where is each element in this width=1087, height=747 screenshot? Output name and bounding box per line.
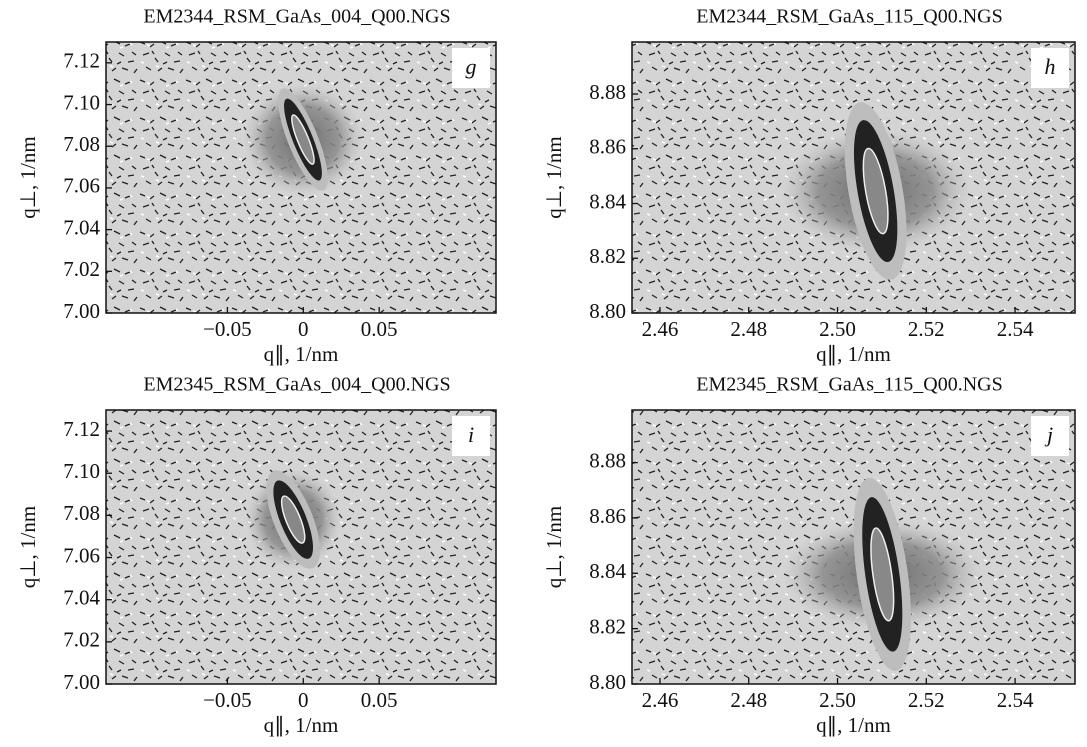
y-tick-label: 7.08 (63, 501, 100, 525)
contour-inner (862, 147, 889, 235)
plot-frame (631, 409, 1076, 685)
chart-title: EM2345_RSM_GaAs_115_Q00.NGS (696, 374, 1003, 396)
x-tick-label: 0 (298, 317, 309, 341)
y-tick-label: 7.06 (63, 174, 100, 198)
y-tick-label: 8.80 (589, 670, 626, 694)
x-tick-label: 2.48 (730, 688, 767, 712)
x-tick-label: 0.05 (361, 688, 398, 712)
x-tick-label: 2.46 (642, 317, 679, 341)
plot-frame (631, 41, 1076, 314)
contour-inner (291, 114, 315, 165)
chart-title: EM2344_RSM_GaAs_115_Q00.NGS (696, 6, 1003, 28)
x-tick-label: 2.54 (997, 317, 1034, 341)
y-tick-label: 7.06 (63, 543, 100, 567)
y-tick-label: 7.10 (63, 459, 100, 483)
panel-label-box (452, 416, 490, 456)
y-axis-label: q⊥, 1/nm (542, 136, 566, 218)
y-axis-label: q⊥, 1/nm (16, 506, 40, 588)
y-tick-label: 8.84 (589, 559, 626, 583)
chart-title: EM2344_RSM_GaAs_004_Q00.NGS (143, 6, 450, 28)
x-tick-label: −0.05 (203, 317, 252, 341)
y-axis-label: q⊥, 1/nm (542, 506, 566, 588)
y-tick-label: 7.08 (63, 132, 100, 156)
y-tick-label: 7.04 (63, 215, 100, 239)
x-axis-label: q∥, 1/nm (264, 342, 339, 366)
x-tick-label: 2.46 (642, 688, 679, 712)
y-tick-label: 7.02 (63, 257, 100, 281)
y-tick-label: 7.00 (63, 299, 100, 323)
contour-inner (280, 495, 306, 544)
x-tick-label: 2.50 (819, 688, 856, 712)
panel-label: j (1044, 422, 1053, 447)
y-tick-label: 8.86 (589, 135, 626, 159)
panel-label: i (468, 422, 474, 447)
y-tick-label: 8.88 (589, 448, 626, 472)
y-axis-label: q⊥, 1/nm (16, 136, 40, 218)
y-tick-label: 8.82 (589, 614, 626, 638)
y-tick-label: 8.84 (589, 189, 626, 213)
x-axis-label: q∥, 1/nm (816, 713, 891, 737)
x-tick-label: 0 (298, 688, 309, 712)
x-axis-label: q∥, 1/nm (816, 342, 891, 366)
x-tick-label: 2.50 (819, 317, 856, 341)
panel-label-box (452, 48, 490, 88)
panel-label: g (466, 54, 477, 79)
y-tick-label: 7.10 (63, 90, 100, 114)
plot-frame (105, 41, 497, 314)
x-tick-label: 2.52 (908, 688, 945, 712)
y-tick-label: 7.12 (63, 417, 100, 441)
y-tick-label: 7.12 (63, 49, 100, 73)
y-tick-label: 7.04 (63, 586, 100, 610)
y-tick-label: 8.86 (589, 504, 626, 528)
panel-label-box (1031, 48, 1069, 88)
x-tick-label: −0.05 (203, 688, 252, 712)
y-tick-label: 8.82 (589, 244, 626, 268)
plot-frame (105, 409, 497, 685)
panel-label-box (1031, 416, 1069, 456)
y-tick-label: 8.88 (589, 80, 626, 104)
x-tick-label: 2.48 (730, 317, 767, 341)
y-tick-label: 7.02 (63, 628, 100, 652)
chart-title: EM2345_RSM_GaAs_004_Q00.NGS (143, 374, 450, 396)
x-tick-label: 0.05 (361, 317, 398, 341)
contour-inner (870, 527, 895, 622)
x-tick-label: 2.52 (908, 317, 945, 341)
x-axis-label: q∥, 1/nm (264, 713, 339, 737)
x-tick-label: 2.54 (997, 688, 1034, 712)
y-tick-label: 7.00 (63, 670, 100, 694)
panel-label: h (1045, 54, 1056, 79)
y-tick-label: 8.80 (589, 299, 626, 323)
